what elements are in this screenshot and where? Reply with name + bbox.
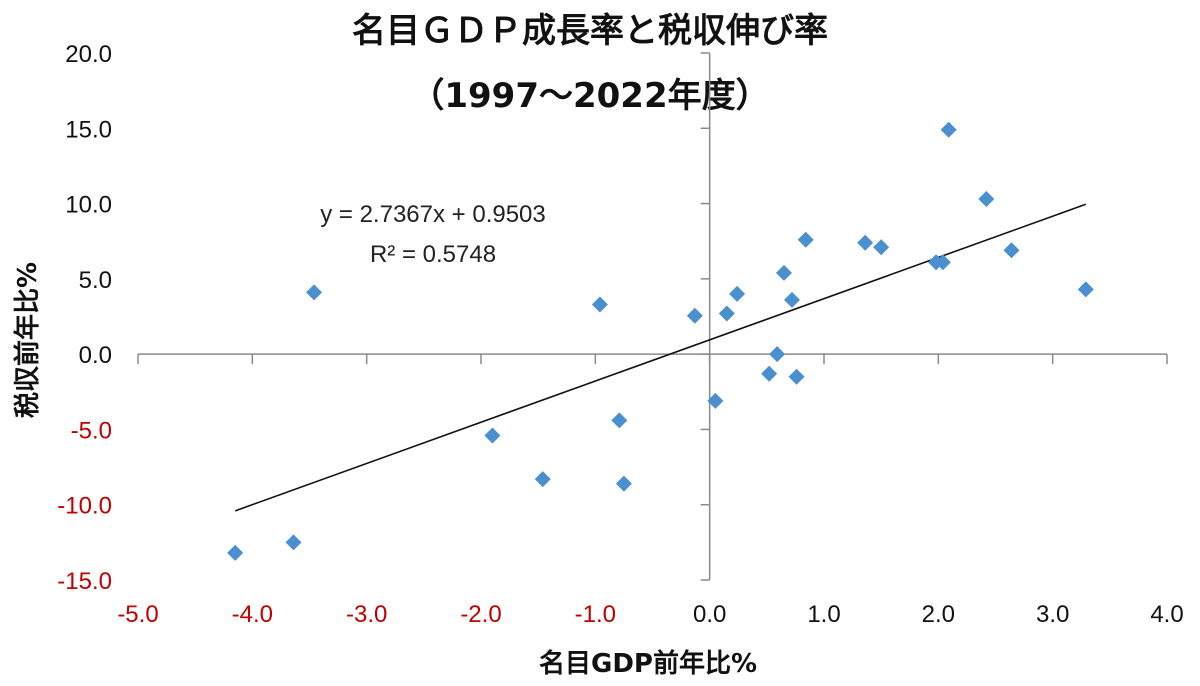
x-tick-label: 4.0 xyxy=(1150,601,1183,628)
data-point xyxy=(857,234,874,251)
y-tick-label: -15.0 xyxy=(57,568,112,595)
data-point xyxy=(306,284,323,301)
data-point xyxy=(484,427,501,444)
x-tick-label: -3.0 xyxy=(346,601,387,628)
y-axis-title: 税収前年比% xyxy=(12,262,43,418)
trendline-r-squared: R² = 0.5748 xyxy=(370,241,496,268)
y-tick-label: -5.0 xyxy=(71,417,112,444)
data-points xyxy=(227,121,1094,561)
y-tick-label: 0.0 xyxy=(79,342,112,369)
x-tick-labels: -5.0 -4.0 -3.0 -2.0 -1.0 0.0 1.0 2.0 3.0 4.0 xyxy=(117,601,1183,628)
x-tick-label: 0.0 xyxy=(693,601,726,628)
data-point xyxy=(775,264,792,281)
y-tick-label: 20.0 xyxy=(65,41,112,68)
data-point xyxy=(718,305,735,322)
y-tick-label: 15.0 xyxy=(65,116,112,143)
trendline-equation: y = 2.7367x + 0.9503 xyxy=(320,201,546,228)
x-tick-label: -1.0 xyxy=(575,601,616,628)
y-tick-label: -10.0 xyxy=(57,493,112,520)
data-point xyxy=(591,296,608,313)
chart-title: 名目ＧＤＰ成長率と税収伸び率 xyxy=(352,11,828,51)
y-tick-label: 5.0 xyxy=(79,267,112,294)
data-point xyxy=(227,544,244,561)
x-tick-label: 3.0 xyxy=(1036,601,1069,628)
data-point xyxy=(534,471,551,488)
data-point xyxy=(707,392,724,409)
data-point xyxy=(1077,281,1094,298)
data-point xyxy=(769,346,786,363)
data-point xyxy=(611,412,628,429)
data-point xyxy=(729,285,746,302)
x-axis-title: 名目GDP前年比% xyxy=(539,648,757,679)
data-point xyxy=(788,368,805,385)
data-point xyxy=(978,191,995,208)
data-point xyxy=(761,365,778,382)
x-tick-label: 1.0 xyxy=(807,601,840,628)
data-point xyxy=(783,291,800,308)
y-tick-labels: 20.0 15.0 10.0 5.0 0.0 -5.0 -10.0 -15.0 xyxy=(57,41,112,595)
data-point xyxy=(873,239,890,256)
data-point xyxy=(1003,242,1020,259)
chart-subtitle: （1997～2022年度） xyxy=(410,76,769,116)
x-tick-label: -5.0 xyxy=(117,601,158,628)
axes xyxy=(137,52,1168,581)
trendline xyxy=(234,203,1087,512)
data-point xyxy=(934,254,951,271)
data-point xyxy=(285,534,302,551)
x-tick-label: 2.0 xyxy=(922,601,955,628)
data-point xyxy=(797,231,814,248)
y-tick-label: 10.0 xyxy=(65,192,112,219)
data-point xyxy=(686,307,703,324)
x-tick-label: -4.0 xyxy=(232,601,273,628)
x-tick-label: -2.0 xyxy=(460,601,501,628)
data-point xyxy=(940,121,957,138)
data-point xyxy=(615,475,632,492)
